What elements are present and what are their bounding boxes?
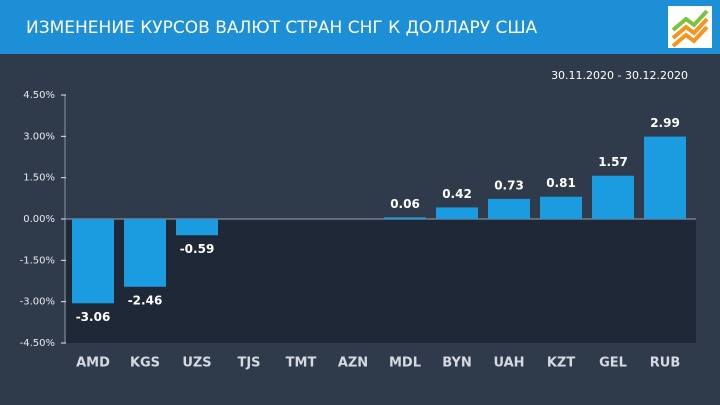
- x-tick-label: BYN: [442, 356, 472, 371]
- x-tick-label: GEL: [599, 356, 627, 371]
- x-tick-label: KGS: [130, 356, 160, 371]
- x-tick-label: RUB: [650, 356, 680, 371]
- bar: [540, 196, 582, 219]
- bar: [72, 219, 114, 304]
- chart-title: ИЗМЕНЕНИЕ КУРСОВ ВАЛЮТ СТРАН СНГ К ДОЛЛА…: [26, 18, 538, 38]
- data-label: 0.81: [546, 176, 576, 190]
- bar: [384, 217, 426, 219]
- x-tick-label: TJS: [237, 356, 260, 371]
- data-label: 0.06: [390, 197, 420, 211]
- bar: [488, 198, 530, 219]
- data-label: 0.73: [494, 178, 524, 192]
- data-label: -3.06: [76, 310, 111, 324]
- y-tick-label: -4.50%: [20, 338, 55, 349]
- x-tick-label: UAH: [493, 356, 524, 371]
- y-tick-label: -1.50%: [20, 255, 55, 266]
- bar: [176, 219, 218, 236]
- date-range: 30.11.2020 - 30.12.2020: [551, 69, 688, 82]
- logo: [668, 6, 712, 48]
- bar: [644, 136, 686, 219]
- x-tick-label: KZT: [547, 356, 576, 371]
- negative-area: [66, 219, 696, 343]
- y-tick-label: -3.00%: [20, 297, 55, 308]
- y-tick-label: 4.50%: [23, 90, 55, 101]
- data-label: 0.42: [442, 187, 472, 201]
- data-label: -0.59: [180, 242, 215, 256]
- bar: [124, 219, 166, 287]
- x-tick-label: UZS: [182, 356, 211, 371]
- x-tick-label: AZN: [338, 356, 368, 371]
- x-tick-label: AMD: [76, 356, 110, 371]
- data-label: -2.46: [128, 293, 163, 307]
- bar: [436, 207, 478, 219]
- y-tick-label: 0.00%: [23, 214, 55, 225]
- x-tick-label: MDL: [389, 356, 421, 371]
- data-label: 2.99: [650, 116, 680, 130]
- data-label: 1.57: [598, 155, 628, 169]
- y-tick-label: 1.50%: [23, 173, 55, 184]
- bar: [592, 175, 634, 219]
- y-tick-label: 3.00%: [23, 131, 55, 142]
- x-tick-label: TMT: [286, 356, 317, 371]
- header: [0, 0, 720, 54]
